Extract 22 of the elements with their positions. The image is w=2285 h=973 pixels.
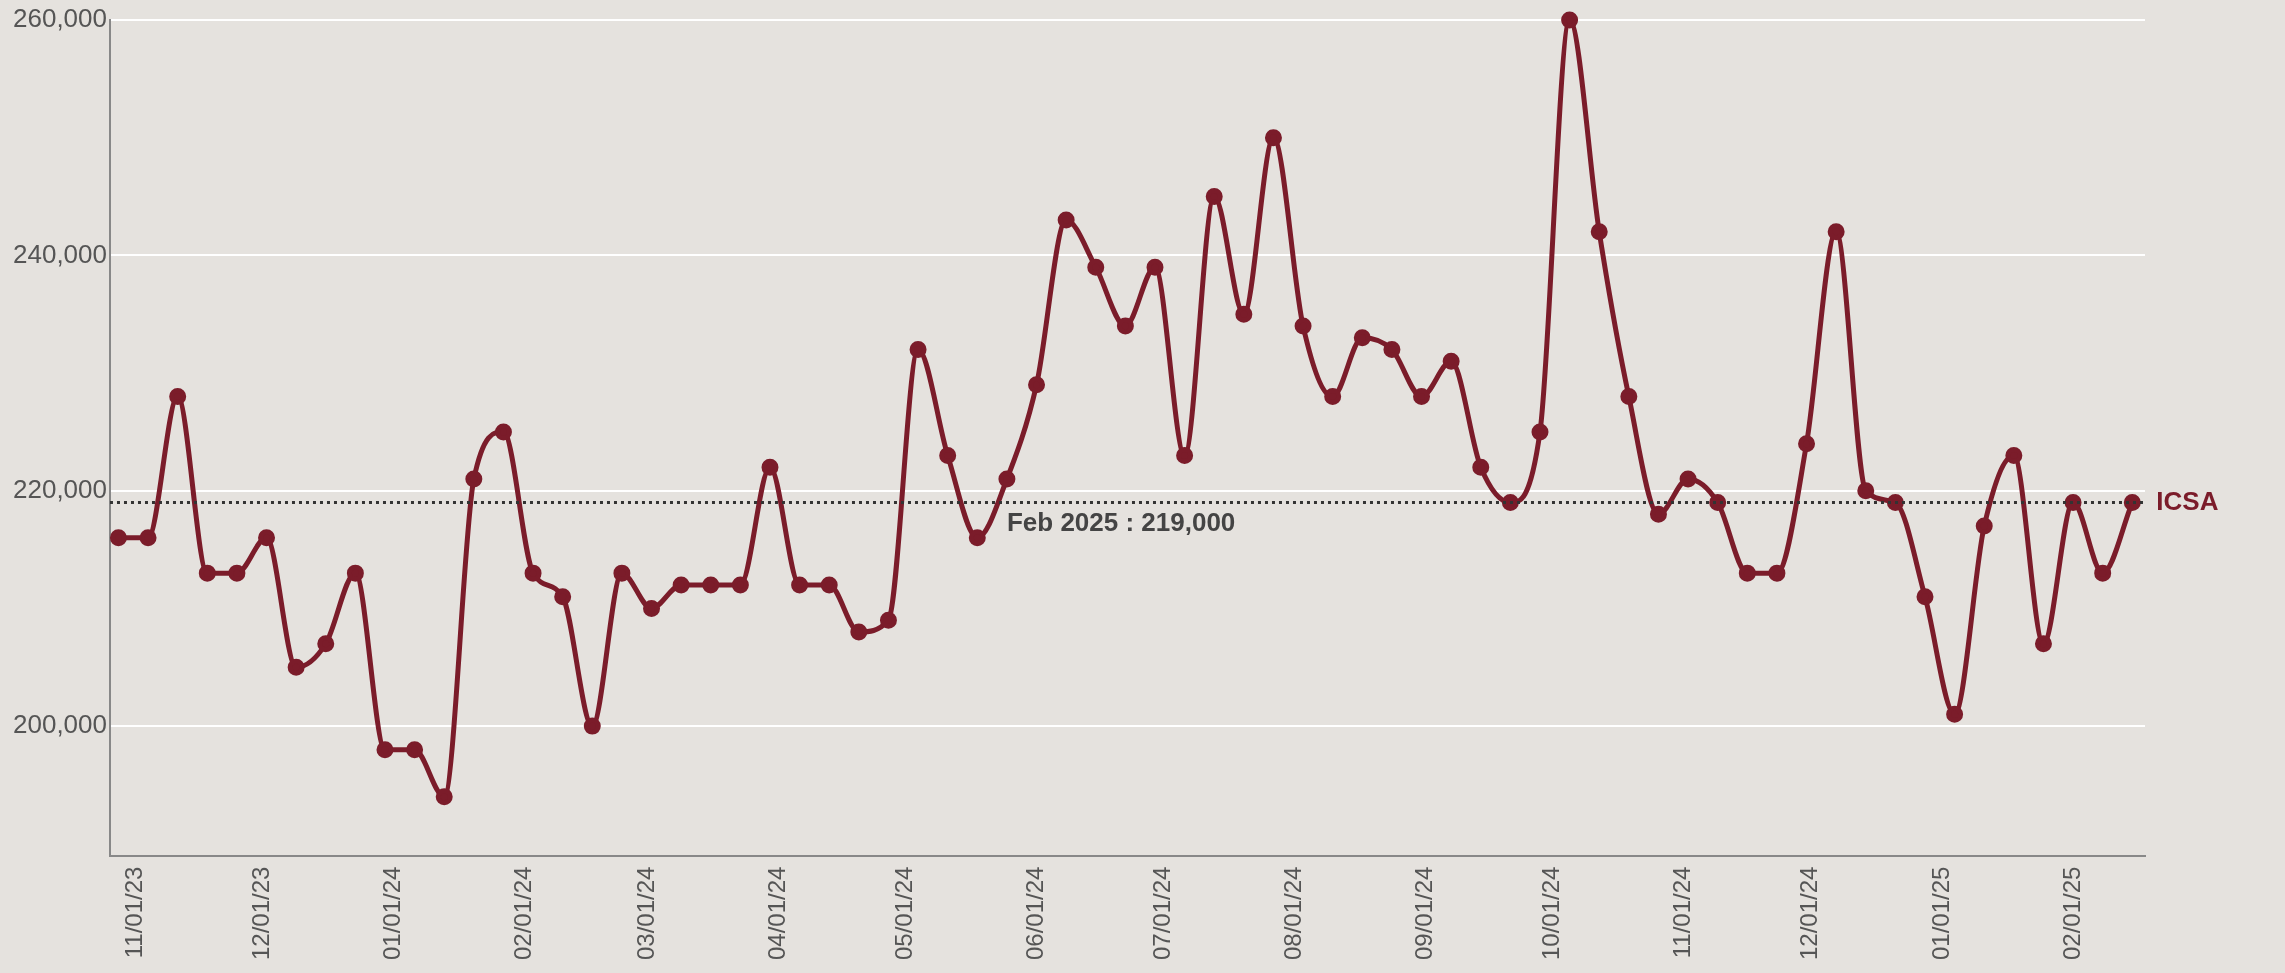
y-tick-label: 220,000 — [13, 473, 107, 504]
x-tick-label: 11/01/23 — [119, 866, 147, 959]
x-tick-label: 02/01/24 — [509, 866, 537, 960]
x-tick-label: 04/01/24 — [763, 866, 791, 960]
x-tick-label: 09/01/24 — [1410, 866, 1438, 960]
x-tick-label: 01/01/25 — [1926, 866, 1954, 960]
x-tick-label: 07/01/24 — [1148, 866, 1176, 960]
y-tick-label: 200,000 — [13, 709, 107, 740]
x-tick-label: 08/01/24 — [1279, 866, 1307, 960]
x-tick-label: 12/01/24 — [1795, 866, 1823, 960]
y-tick-label: 240,000 — [13, 238, 107, 269]
x-tick-label: 05/01/24 — [890, 866, 917, 960]
series-label: ICSA — [2156, 485, 2219, 516]
x-tick-label: 10/01/24 — [1537, 866, 1565, 960]
x-tick-label: 11/01/24 — [1668, 866, 1696, 959]
x-tick-label: 12/01/23 — [246, 866, 274, 960]
x-tick-label: 02/01/25 — [2057, 866, 2085, 960]
x-tick-label: 06/01/24 — [1021, 866, 1049, 960]
x-tick-label: 03/01/24 — [631, 866, 659, 960]
annotation: Feb 2025 : 219,000 — [1006, 506, 1236, 537]
x-tick-label: 01/01/24 — [378, 866, 406, 960]
y-tick-label: 260,000 — [13, 3, 107, 34]
